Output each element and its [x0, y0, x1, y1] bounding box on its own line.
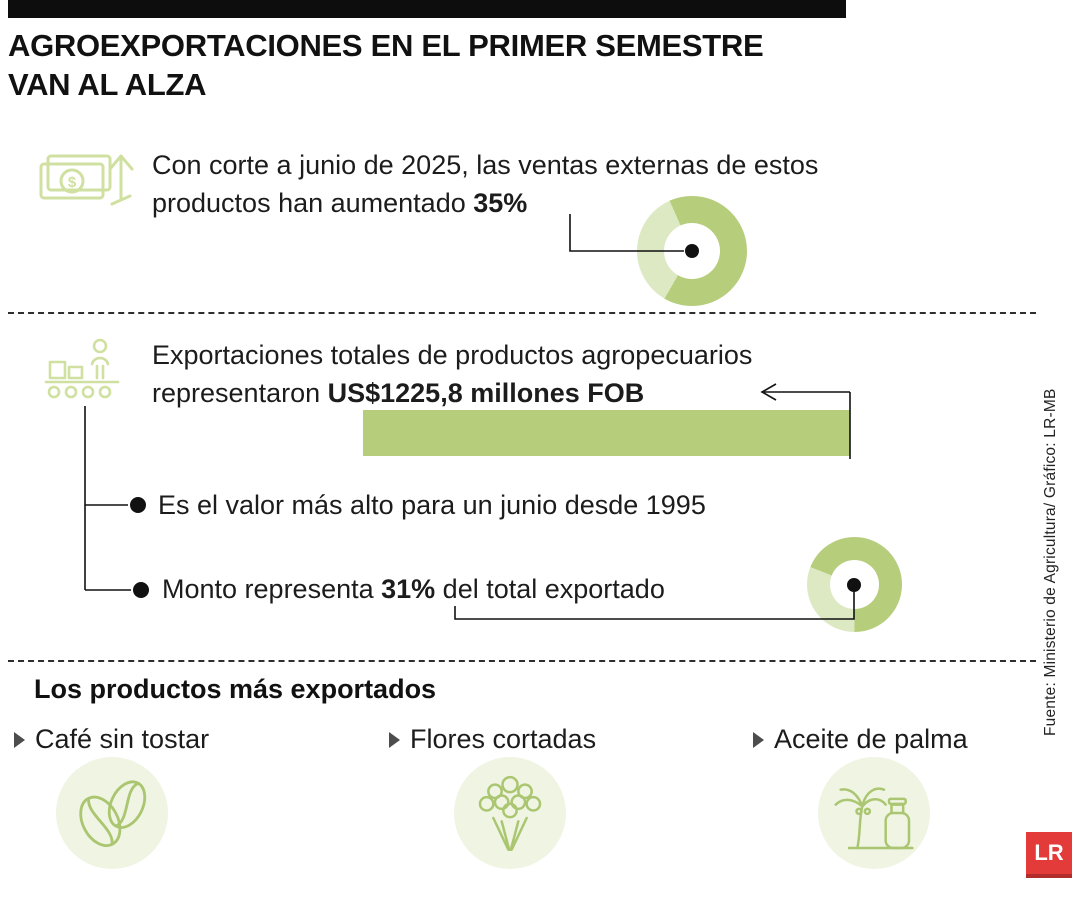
- bullet2-text: Monto representa 31% del total exportado: [162, 570, 665, 608]
- section1-line2: productos han aumentado 35%: [152, 184, 952, 222]
- section2-line2-regular: representaron: [152, 378, 328, 408]
- coffee-beans-icon: [62, 763, 162, 863]
- section1-text: Con corte a junio de 2025, las ventas ex…: [152, 146, 952, 222]
- donut-35: [637, 196, 747, 306]
- section1-line1: Con corte a junio de 2025, las ventas ex…: [152, 150, 819, 180]
- product2-circle: [454, 757, 566, 869]
- bullet2-post: del total exportado: [435, 574, 665, 604]
- lr-logo[interactable]: LR: [1026, 832, 1072, 878]
- source-credit: Fuente: Ministerio de Agricultura/ Gráfi…: [1042, 388, 1059, 737]
- page-title-line2: VAN AL ALZA: [8, 67, 207, 102]
- factory-conveyor-icon: [40, 334, 125, 409]
- product3-marker-icon: [753, 732, 764, 748]
- divider-dashed-1: [8, 312, 1036, 314]
- donut-31: [807, 537, 902, 632]
- svg-text:$: $: [68, 174, 77, 191]
- page-title-line1: AGROEXPORTACIONES EN EL PRIMER SEMESTRE: [8, 28, 764, 63]
- money-growth-icon: $: [36, 138, 141, 226]
- flower-bouquet-icon: [460, 763, 560, 863]
- bullet1-text: Es el valor más alto para un junio desde…: [158, 490, 706, 520]
- section2-line2: representaron US$1225,8 millones FOB: [152, 374, 952, 412]
- section1-line2-regular: productos han aumentado: [152, 188, 474, 218]
- products-heading: Los productos más exportados: [34, 674, 437, 704]
- page-title: AGROEXPORTACIONES EN EL PRIMER SEMESTRE …: [8, 26, 908, 104]
- section1-percent-value: 35%: [473, 188, 528, 218]
- product2-marker-icon: [389, 732, 400, 748]
- product3-circle: [818, 757, 930, 869]
- product1-circle: [56, 757, 168, 869]
- palm-oil-icon: [824, 763, 924, 863]
- top-accent-bar: [8, 0, 846, 18]
- product2-label: Flores cortadas: [410, 724, 597, 754]
- divider-dashed-2: [8, 660, 1036, 662]
- section2-amount-value: US$1225,8 millones FOB: [327, 378, 645, 408]
- product1-marker-icon: [14, 732, 25, 748]
- section2-text: Exportaciones totales de productos agrop…: [152, 336, 952, 412]
- export-bar: [363, 410, 850, 456]
- section2-line1: Exportaciones totales de productos agrop…: [152, 340, 753, 370]
- bullet2-percent-value: 31%: [381, 574, 436, 604]
- product3-label: Aceite de palma: [774, 724, 968, 754]
- product1-label: Café sin tostar: [35, 724, 210, 754]
- bullet2-pre: Monto representa: [162, 574, 382, 604]
